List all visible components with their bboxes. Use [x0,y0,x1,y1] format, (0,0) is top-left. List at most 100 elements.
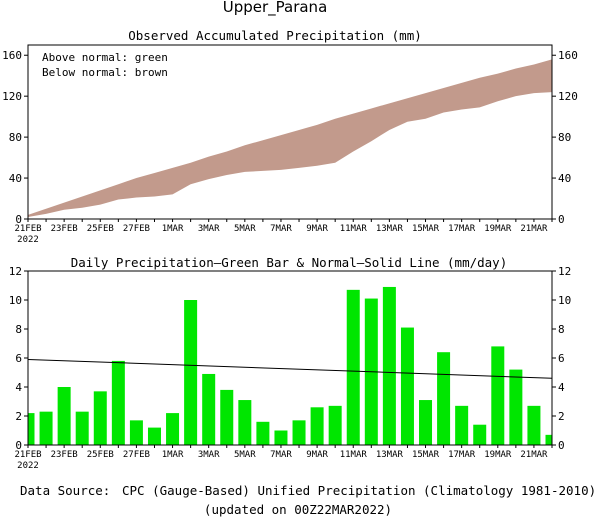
daily-ytick-label-right: 2 [558,410,565,423]
daily-xtick-label: 15MAR [412,450,440,460]
daily-xtick-label: 5MAR [234,450,256,460]
daily-ytick-label-left: 10 [9,294,22,307]
accumulated-ytick-label-right: 120 [558,90,578,103]
daily-xtick-label: 17MAR [448,450,476,460]
daily-ytick-label-right: 8 [558,323,565,336]
daily-ytick-label-right: 6 [558,352,565,365]
precip-bar [491,346,505,445]
precip-bar [28,413,35,445]
accumulated-xtick-label: 15MAR [412,224,440,234]
daily-chart: Daily Precipitation—Green Bar & Normal—S… [9,255,572,471]
daily-ytick-label-right: 10 [558,294,571,307]
daily-xtick-label: 23FEB [51,450,78,460]
precip-bar [274,430,288,445]
precip-bar [419,400,433,445]
accumulated-ytick-label-right: 160 [558,49,578,62]
daily-title: Daily Precipitation—Green Bar & Normal—S… [71,255,508,270]
accumulated-xtick-label: 21FEB [14,224,41,234]
daily-plot-area [27,286,553,445]
daily-xtick-label: 19MAR [484,450,512,460]
accumulated-xtick-label: 25FEB [87,224,114,234]
daily-ytick-label-left: 12 [9,265,22,278]
accumulated-ytick-label-left: 160 [2,49,22,62]
accumulated-frame [27,44,553,220]
precip-bar [292,420,306,445]
accumulated-year-label: 2022 [17,235,39,245]
precip-bar [256,421,270,445]
accumulated-ytick-label-left: 120 [2,90,22,103]
accumulated-xtick-label: 21MAR [520,224,548,234]
precip-bar [39,411,53,445]
daily-ytick-label-left: 2 [15,410,22,423]
accumulated-xtick-label: 7MAR [270,224,292,234]
precip-bar [509,369,523,445]
legend-below-normal: Below normal: brown [42,66,168,79]
accumulated-xtick-label: 11MAR [340,224,368,234]
daily-xtick-label: 21FEB [14,450,41,460]
accumulated-xtick-label: 5MAR [234,224,256,234]
accumulated-chart: Observed Accumulated Precipitation (mm) … [2,28,578,245]
accumulated-ytick-label-left: 80 [9,131,22,144]
accumulated-ytick-label-left: 0 [15,213,22,226]
precip-bar [328,405,342,445]
precip-bar [527,405,541,445]
daily-year-label: 2022 [17,461,39,471]
daily-ytick-label-left: 0 [15,439,22,452]
daily-ytick-label-right: 12 [558,265,571,278]
data-source-text: CPC (Gauge-Based) Unified Precipitation … [122,483,596,498]
precip-bar [382,286,396,445]
accumulated-axes: 0 0 40 40 80 80 120 120 160 160 21FEB 23FEB 25FEB 27F… [2,49,578,245]
precip-bar [166,413,180,445]
below-normal-area [28,59,552,217]
accumulated-ytick-label-left: 40 [9,172,22,185]
precip-bar [455,405,469,445]
daily-xtick-label: 9MAR [306,450,328,460]
daily-xtick-label: 3MAR [198,450,220,460]
precip-bar [111,360,125,445]
precip-bar [93,391,107,445]
accumulated-xtick-label: 19MAR [484,224,512,234]
updated-text: (updated on 00Z22MAR2022) [204,502,392,517]
normal-line [27,358,553,379]
precip-bar [437,352,451,445]
precip-bar [400,327,414,445]
precip-bar [220,389,234,445]
precip-bar [473,424,487,445]
daily-axes: 0 0 2 2 4 4 6 6 8 8 10 10 12 12 21FEB 23FEB 25FEB 27FEB 1M… [9,265,572,471]
daily-xtick-label: 7MAR [270,450,292,460]
precip-bar [202,373,216,445]
accumulated-xtick-label: 3MAR [198,224,220,234]
accumulated-title: Observed Accumulated Precipitation (mm) [128,28,422,43]
daily-ytick-label-right: 4 [558,381,565,394]
figure-title: Upper_Parana [223,0,328,17]
daily-xtick-label: 21MAR [520,450,548,460]
accumulated-xtick-label: 1MAR [162,224,184,234]
precip-bar [57,387,71,445]
accumulated-xtick-label: 27FEB [123,224,150,234]
precip-bar [545,434,552,445]
accumulated-xtick-label: 13MAR [376,224,404,234]
daily-xtick-label: 25FEB [87,450,114,460]
daily-ytick-label-left: 4 [15,381,22,394]
daily-xtick-label: 11MAR [340,450,368,460]
daily-ytick-label-left: 6 [15,352,22,365]
accumulated-ytick-label-right: 0 [558,213,565,226]
daily-xtick-label: 27FEB [123,450,150,460]
accumulated-plot-area [28,59,552,217]
accumulated-ytick-label-right: 40 [558,172,571,185]
accumulated-xtick-label: 23FEB [51,224,78,234]
precip-bar [310,407,324,445]
legend-above-normal: Above normal: green [42,51,168,64]
accumulated-xtick-label: 17MAR [448,224,476,234]
precip-bar [184,300,198,445]
precip-bar [75,411,89,445]
daily-xtick-label: 1MAR [162,450,184,460]
precip-bar [238,400,252,445]
daily-ytick-label-right: 0 [558,439,565,452]
data-source-label: Data Source: [20,483,110,498]
precip-bar [129,420,143,445]
daily-ytick-label-left: 8 [15,323,22,336]
precip-bar [346,289,360,445]
daily-xtick-label: 13MAR [376,450,404,460]
precip-bar [147,427,161,445]
